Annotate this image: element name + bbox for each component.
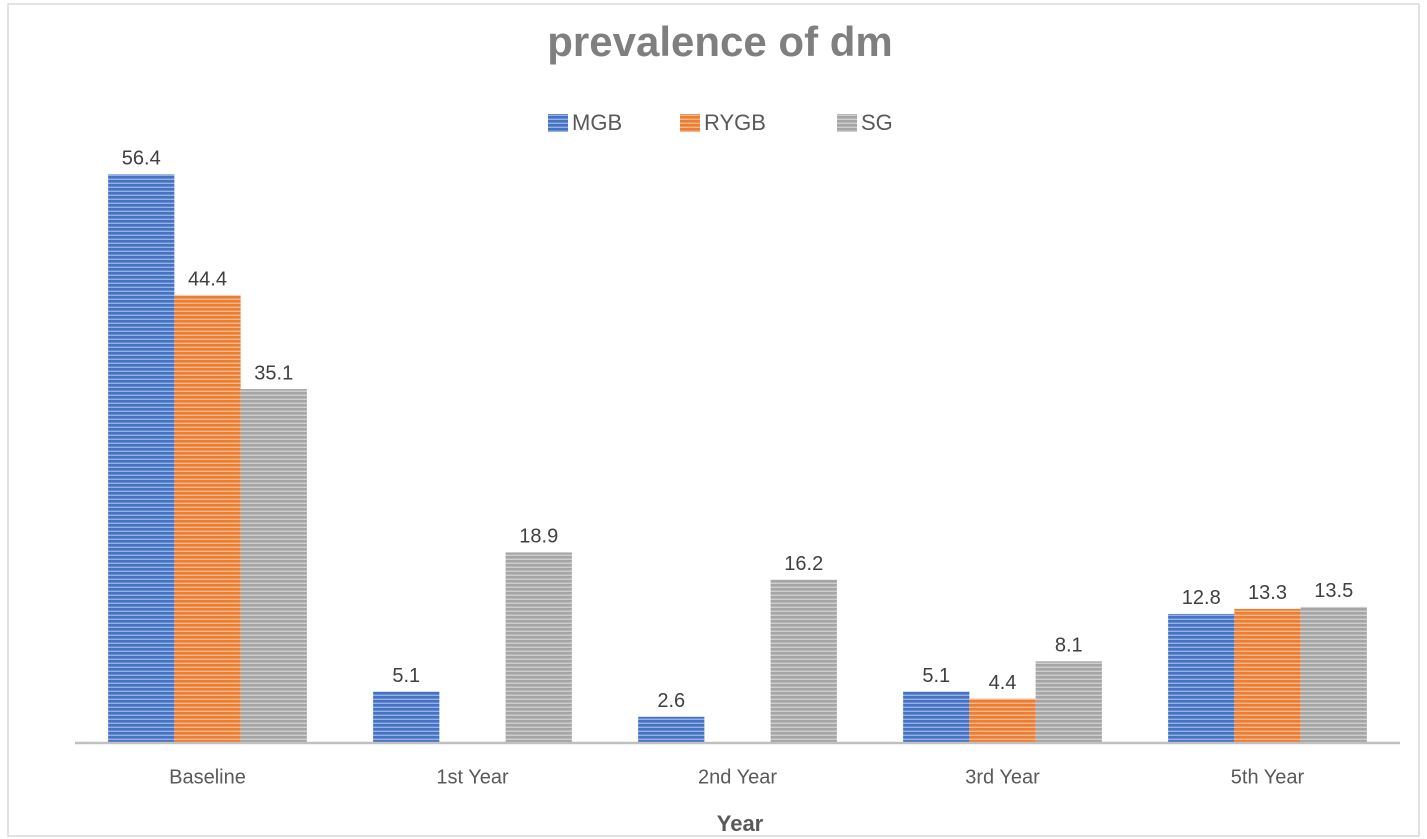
bar [1035,661,1102,743]
legend-swatch [680,114,700,132]
legend-label: SG [861,110,893,135]
data-label: 16.2 [784,553,823,575]
bar [373,691,440,743]
data-label: 13.3 [1248,582,1287,604]
legend-label: MGB [572,110,622,135]
chart-title: prevalence of dm [547,18,892,65]
data-label: 12.8 [1182,587,1221,609]
bar [240,389,307,743]
bar [969,698,1036,743]
bar [903,691,970,743]
data-label: 13.5 [1314,580,1353,602]
bar [1168,613,1235,743]
bar [1234,608,1301,743]
bar [505,552,572,743]
bar [638,716,705,743]
legend-label: RYGB [704,110,766,135]
bar [174,295,241,743]
x-tick-label: 3rd Year [965,766,1040,788]
legend-swatch [548,114,568,132]
bar [1300,606,1367,743]
x-tick-label: 2nd Year [698,766,777,788]
data-label: 44.4 [188,269,227,291]
data-label: 8.1 [1055,635,1083,657]
x-tick-label: Baseline [169,766,246,788]
data-label: 4.4 [989,672,1017,694]
data-label: 35.1 [254,362,293,384]
bar [108,174,175,744]
x-tick-label: 5th Year [1231,766,1305,788]
bar [770,579,837,743]
data-label: 56.4 [122,148,161,170]
data-label: 18.9 [519,526,558,548]
legend-swatch [837,114,857,132]
data-label: 5.1 [922,665,950,687]
data-label: 2.6 [657,690,685,712]
x-axis-title: Year [717,811,764,836]
data-label: 5.1 [392,665,420,687]
x-tick-label: 1st Year [436,766,509,788]
